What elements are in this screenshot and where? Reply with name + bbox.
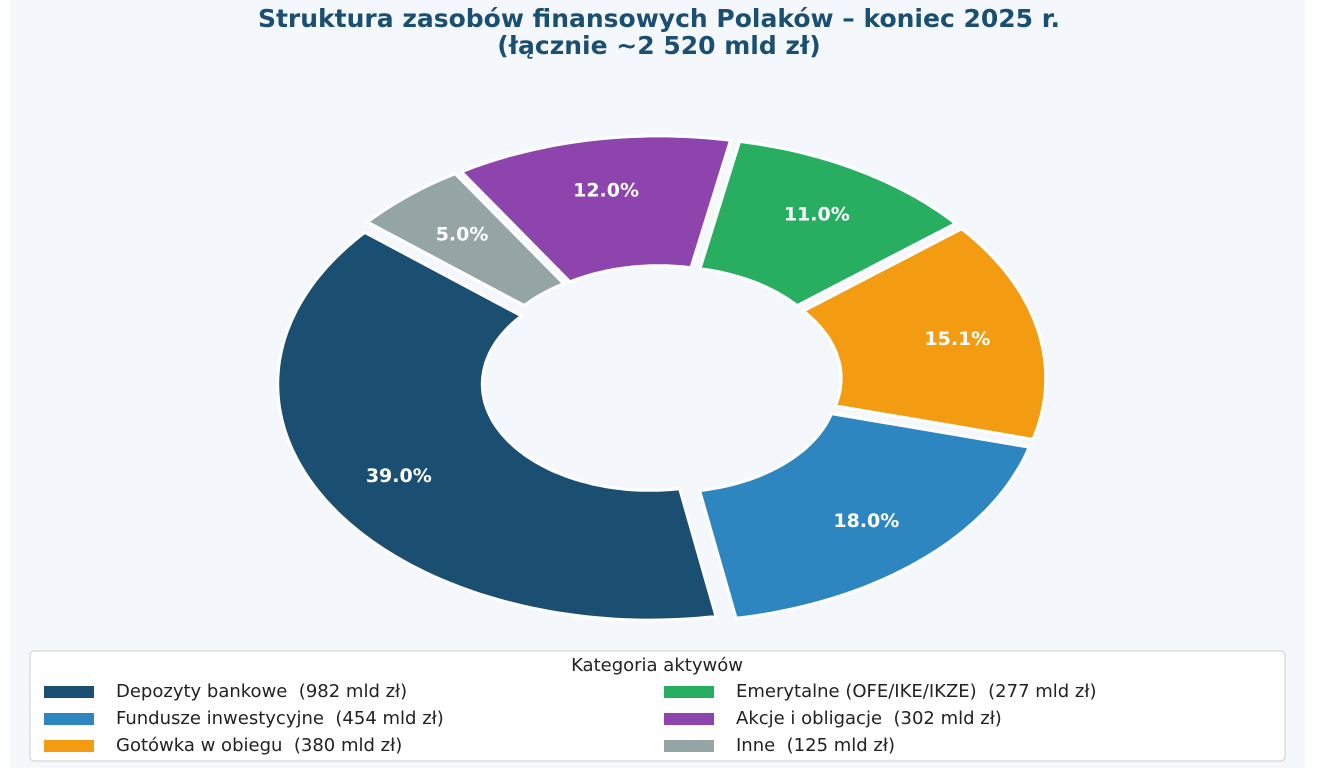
- legend-label: Gotówka w obiegu (380 mld zł): [116, 735, 402, 756]
- donut-slice: [800, 227, 1048, 442]
- legend-swatch: [664, 713, 714, 725]
- donut-slice: [458, 134, 733, 284]
- legend-swatch: [44, 713, 94, 725]
- slice-label: 15.1%: [924, 328, 990, 350]
- legend-label: Inne (125 mld zł): [736, 735, 895, 756]
- slice-label: 5.0%: [436, 223, 489, 245]
- legend-title: Kategoria aktywów: [571, 655, 743, 676]
- slice-label: 11.0%: [784, 203, 850, 225]
- donut-slice: [697, 411, 1032, 620]
- legend-swatch: [44, 686, 94, 698]
- legend-swatch: [664, 686, 714, 698]
- donut-slice: [698, 139, 959, 308]
- legend-label: Depozyty bankowe (982 mld zł): [116, 681, 407, 702]
- legend-label: Emerytalne (OFE/IKE/IKZE) (277 mld zł): [736, 681, 1097, 702]
- slice-label: 18.0%: [833, 510, 899, 532]
- donut-slice: [276, 230, 718, 622]
- chart-subtitle: (łącznie ~2 520 mld zł): [497, 31, 820, 60]
- legend-swatch: [664, 740, 714, 752]
- slice-label: 39.0%: [366, 465, 432, 487]
- chart-title: Struktura zasobów finansowych Polaków – …: [258, 4, 1060, 33]
- legend-label: Akcje i obligacje (302 mld zł): [736, 708, 1002, 729]
- legend-swatch: [44, 740, 94, 752]
- donut-slice: [364, 171, 567, 308]
- slice-label: 12.0%: [573, 179, 639, 201]
- background: [10, 0, 1305, 768]
- legend-box: [29, 650, 1286, 762]
- legend-label: Fundusze inwestycyjne (454 mld zł): [116, 708, 444, 729]
